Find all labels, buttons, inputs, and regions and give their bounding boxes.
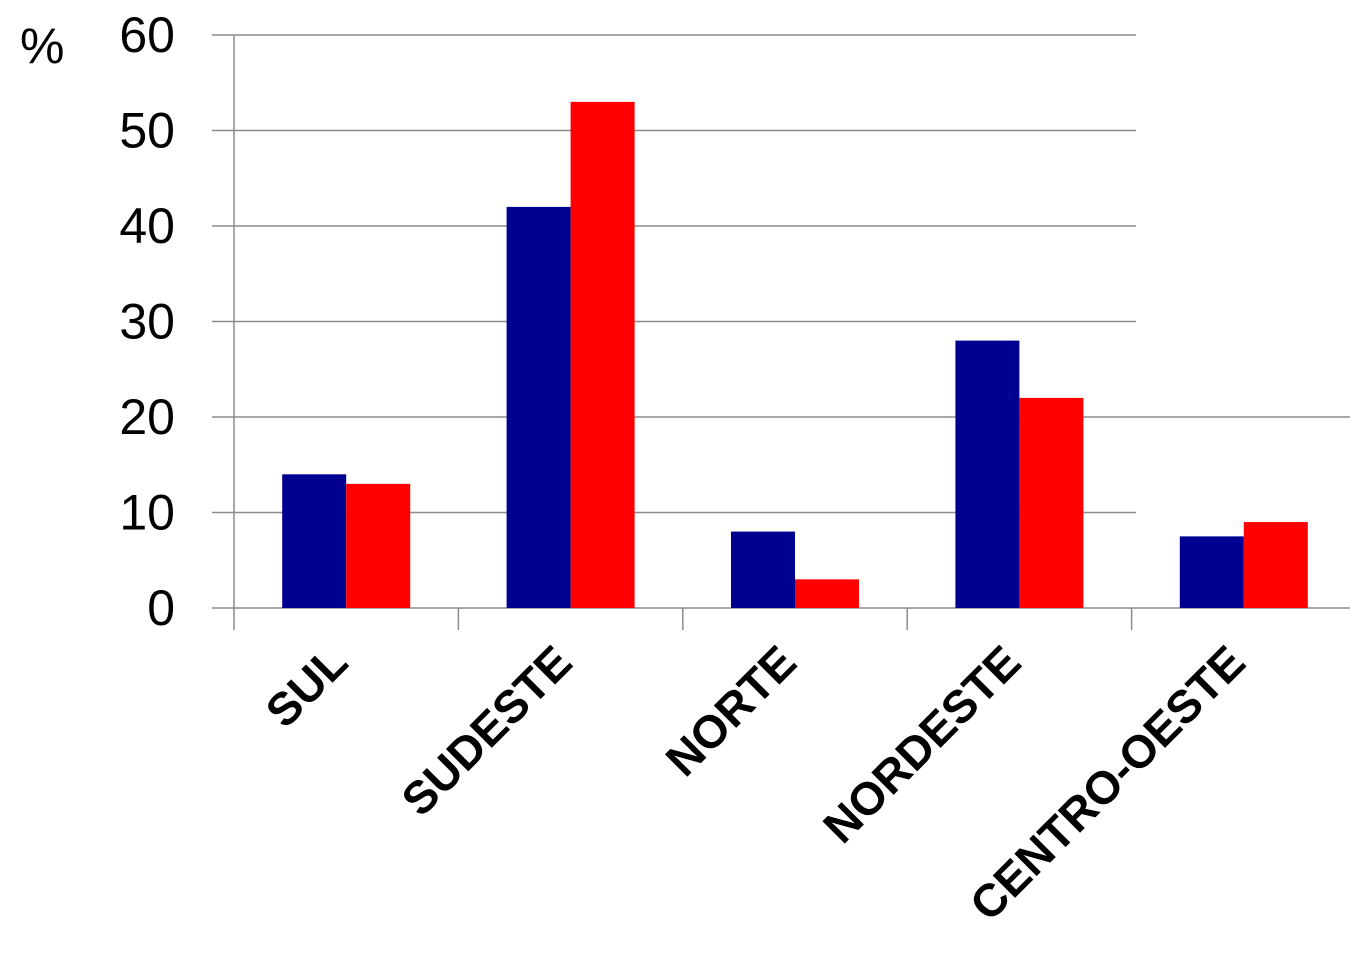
- bar-sudeste-series-1: [506, 206, 571, 608]
- x-category-label: NORTE: [655, 635, 806, 786]
- y-tick-label: 60: [119, 7, 175, 63]
- bar-centro-oeste-series-2: [1243, 522, 1308, 608]
- bar-centro-oeste-series-1: [1179, 536, 1244, 608]
- bar-sul-series-1: [282, 474, 347, 608]
- gridlines: [212, 34, 1350, 514]
- y-tick-label: 30: [119, 294, 175, 350]
- x-category-label: SUL: [255, 635, 357, 737]
- bar-norte-series-1: [731, 531, 795, 608]
- x-category-label: NORDESTE: [813, 635, 1031, 853]
- bar-norte-series-2: [795, 579, 859, 608]
- y-axis-unit-label: %: [20, 18, 64, 74]
- x-category-label: SUDESTE: [391, 635, 581, 825]
- bar-sudeste-series-2: [570, 101, 635, 608]
- bar-nordeste-series-2: [1019, 397, 1084, 608]
- y-tick-label: 50: [119, 103, 175, 159]
- y-tick-labels: 0 10 20 30 40 50 60: [119, 7, 175, 636]
- bar-sul-series-2: [346, 483, 411, 608]
- y-tick-label: 0: [147, 580, 175, 636]
- y-tick-label: 10: [119, 485, 175, 541]
- y-tick-label: 20: [119, 389, 175, 445]
- bars: [282, 101, 1308, 608]
- y-tick-label: 40: [119, 198, 175, 254]
- bar-nordeste-series-1: [955, 340, 1020, 608]
